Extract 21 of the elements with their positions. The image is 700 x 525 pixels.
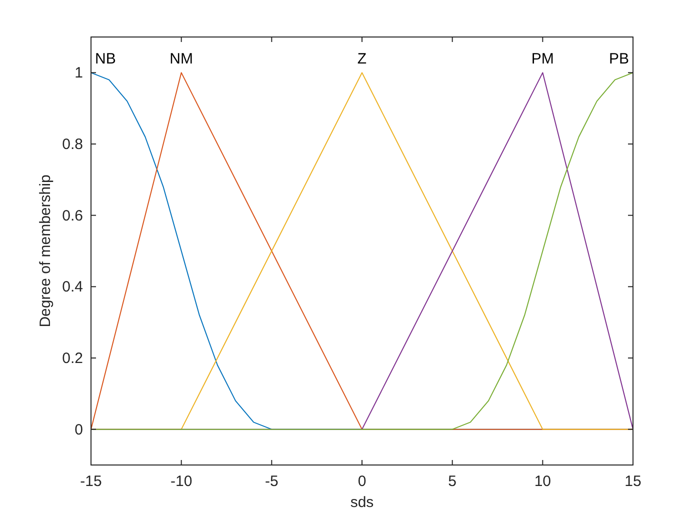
- x-tick-label: -10: [170, 473, 192, 490]
- y-tick-label: 0.2: [62, 350, 83, 367]
- y-axis-title: Degree of membership: [37, 174, 54, 328]
- x-tick-label: 10: [534, 473, 552, 490]
- series-label: Z: [357, 50, 367, 68]
- y-tick-label: 0.8: [62, 136, 83, 153]
- series-label: PM: [531, 50, 554, 68]
- y-tick-label: 0.6: [62, 207, 83, 224]
- y-tick-label: 1: [74, 64, 83, 82]
- y-tick-label: 0.4: [62, 278, 83, 296]
- x-tick-label: 15: [624, 473, 642, 490]
- x-tick-label: 0: [358, 473, 366, 490]
- series-label: NB: [95, 50, 116, 68]
- series-label: NM: [170, 50, 193, 68]
- line-series: [90, 72, 634, 430]
- x-axis-title: sds: [350, 494, 374, 511]
- x-tick-label: -15: [80, 473, 102, 490]
- series-label: PB: [608, 50, 629, 68]
- x-tick-label: 5: [448, 473, 457, 490]
- x-tick-label: -5: [264, 473, 278, 490]
- y-tick-label: 0: [74, 421, 83, 438]
